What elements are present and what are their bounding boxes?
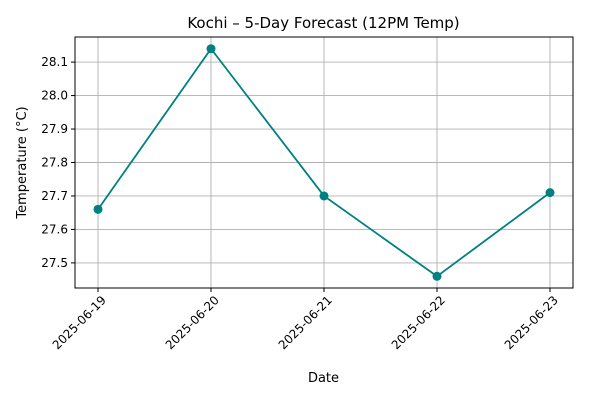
- y-tick-label: 27.7: [41, 189, 68, 203]
- data-point: [545, 188, 555, 198]
- data-point: [93, 204, 103, 214]
- y-axis-label: Temperature (°C): [15, 106, 30, 219]
- y-tick-label: 27.6: [41, 222, 68, 236]
- x-tick-label: 2025-06-20: [163, 293, 222, 352]
- x-tick-label: 2025-06-19: [50, 293, 109, 352]
- x-tick-label: 2025-06-23: [502, 293, 561, 352]
- data-points: [93, 44, 555, 281]
- y-tick-label: 28.1: [41, 55, 68, 69]
- chart-title: Kochi – 5-Day Forecast (12PM Temp): [187, 14, 459, 32]
- data-point: [206, 44, 216, 54]
- x-axis-ticks: 2025-06-19 2025-06-20 2025-06-21 2025-06-22…: [50, 288, 561, 352]
- data-point: [432, 271, 442, 281]
- y-tick-label: 27.8: [41, 156, 68, 170]
- grid-lines: [75, 37, 573, 288]
- x-tick-label: 2025-06-22: [389, 293, 448, 352]
- y-axis-ticks: 27.5 27.6 27.7 27.8 27.9 28.0 28.1: [41, 55, 75, 270]
- y-tick-label: 27.9: [41, 122, 68, 136]
- x-axis-label: Date: [308, 371, 339, 386]
- data-point: [319, 191, 329, 201]
- plot-area-frame: [74, 36, 574, 289]
- y-tick-label: 28.0: [41, 89, 68, 103]
- x-tick-label: 2025-06-21: [276, 293, 335, 352]
- y-tick-label: 27.5: [41, 256, 68, 270]
